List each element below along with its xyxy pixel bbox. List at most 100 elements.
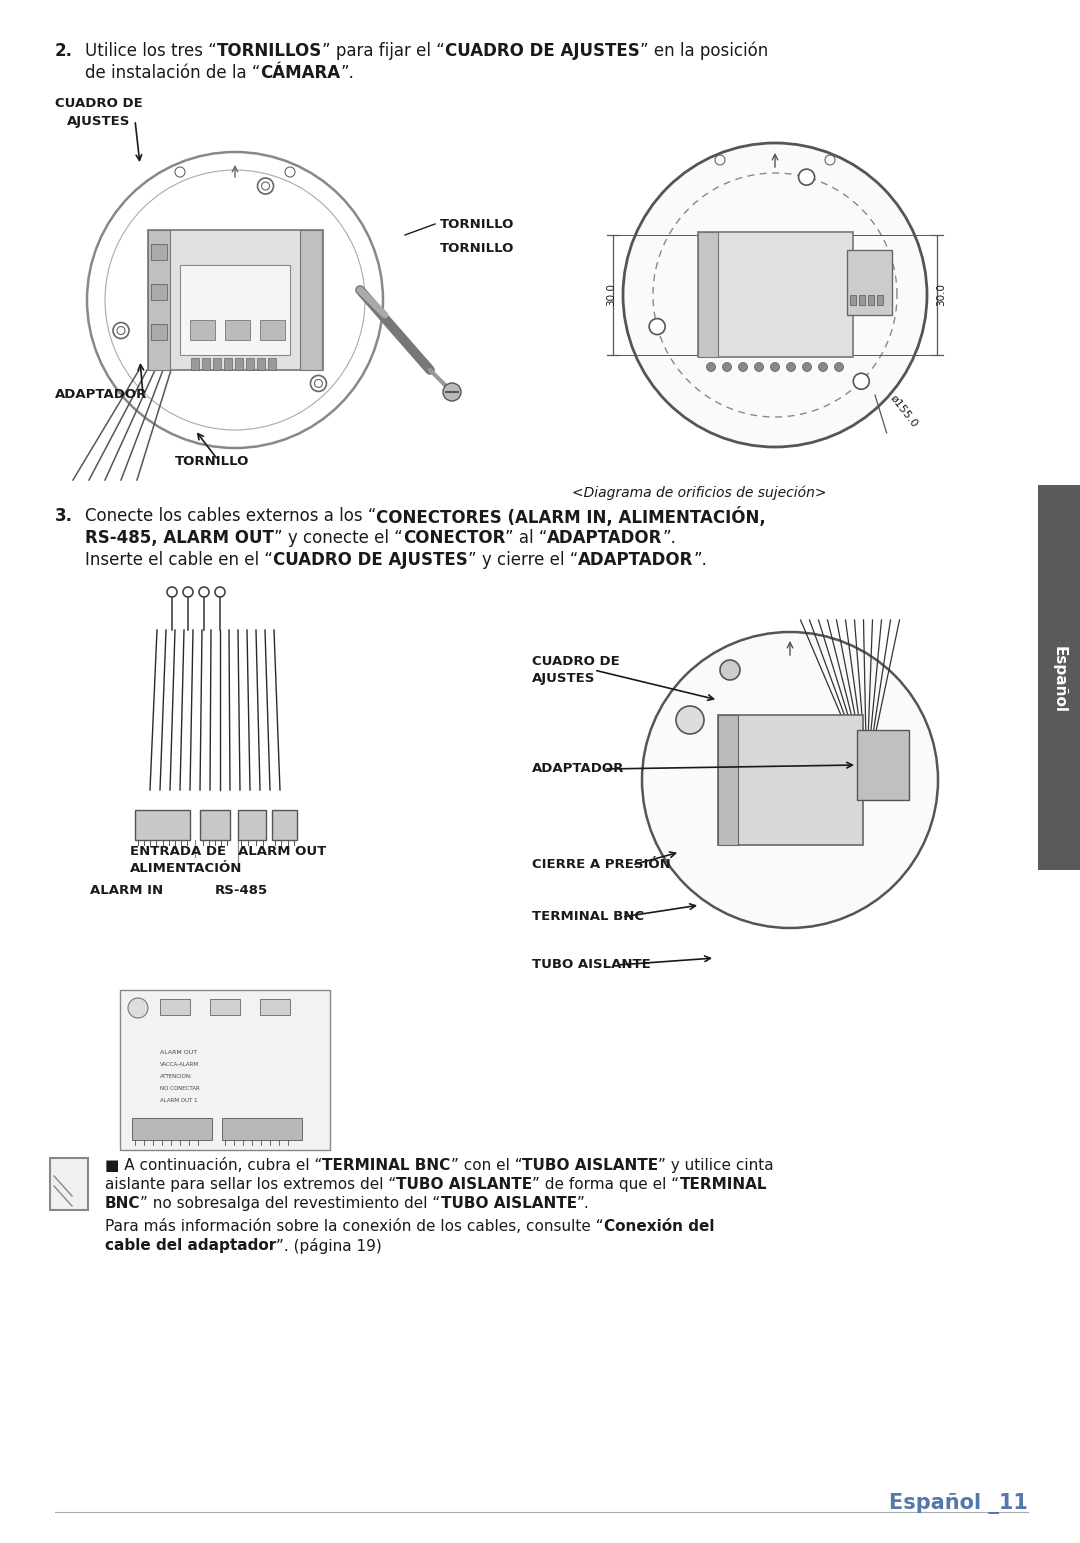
Circle shape bbox=[798, 170, 814, 185]
Bar bbox=[859, 295, 865, 306]
Text: ■ A continuación, cubra el “: ■ A continuación, cubra el “ bbox=[105, 1157, 322, 1173]
Text: ” con el “: ” con el “ bbox=[450, 1157, 523, 1173]
Bar bbox=[132, 1119, 212, 1140]
Text: Para más información sobre la conexión de los cables, consulte “: Para más información sobre la conexión d… bbox=[105, 1219, 604, 1234]
Circle shape bbox=[720, 660, 740, 680]
Bar bbox=[877, 295, 883, 306]
Text: TUBO AISLANTE: TUBO AISLANTE bbox=[441, 1196, 577, 1211]
Bar bbox=[238, 810, 266, 839]
Text: Inserte el cable en el “: Inserte el cable en el “ bbox=[85, 551, 273, 569]
Text: aislante para sellar los extremos del “: aislante para sellar los extremos del “ bbox=[105, 1177, 396, 1193]
Bar bbox=[698, 231, 853, 356]
Circle shape bbox=[739, 363, 747, 372]
Circle shape bbox=[835, 363, 843, 372]
Text: TUBO AISLANTE: TUBO AISLANTE bbox=[396, 1177, 532, 1193]
Text: 30.0: 30.0 bbox=[936, 284, 946, 307]
Bar bbox=[260, 319, 285, 339]
Bar bbox=[120, 991, 330, 1150]
Text: ADAPTADOR: ADAPTADOR bbox=[578, 551, 693, 569]
Text: ADAPTADOR: ADAPTADOR bbox=[532, 762, 624, 775]
Circle shape bbox=[310, 375, 326, 392]
Bar bbox=[190, 319, 215, 339]
Bar bbox=[202, 358, 210, 370]
Text: cable del adaptador: cable del adaptador bbox=[105, 1237, 276, 1253]
Text: ”.: ”. bbox=[340, 63, 354, 82]
Text: TORNILLO: TORNILLO bbox=[440, 242, 514, 255]
Circle shape bbox=[623, 143, 927, 447]
Circle shape bbox=[786, 363, 796, 372]
Bar bbox=[180, 265, 291, 355]
Text: ATTENCION:: ATTENCION: bbox=[160, 1074, 193, 1079]
Circle shape bbox=[642, 633, 939, 927]
Bar bbox=[225, 319, 249, 339]
Text: ” no sobresalga del revestimiento del “: ” no sobresalga del revestimiento del “ bbox=[140, 1196, 441, 1211]
Circle shape bbox=[649, 318, 665, 335]
Bar bbox=[698, 231, 718, 356]
Text: AJUSTES: AJUSTES bbox=[532, 673, 595, 685]
Circle shape bbox=[723, 363, 731, 372]
Bar bbox=[222, 1119, 302, 1140]
Text: ” al “: ” al “ bbox=[505, 529, 548, 548]
Text: ALIMENTACIÓN: ALIMENTACIÓN bbox=[130, 863, 242, 875]
Bar bbox=[257, 358, 265, 370]
Text: VACCA-ALARM: VACCA-ALARM bbox=[160, 1062, 199, 1068]
Text: 3.: 3. bbox=[55, 508, 73, 525]
Text: BNC: BNC bbox=[105, 1196, 140, 1211]
Circle shape bbox=[113, 322, 129, 338]
Text: CONECTORES (ALARM IN, ALIMENTACIÓN,: CONECTORES (ALARM IN, ALIMENTACIÓN, bbox=[376, 508, 766, 528]
Text: ” para fijar el “: ” para fijar el “ bbox=[322, 42, 445, 60]
Text: ”.: ”. bbox=[663, 529, 677, 548]
Bar bbox=[272, 810, 297, 839]
Circle shape bbox=[676, 707, 704, 734]
Text: RS-485, ALARM OUT: RS-485, ALARM OUT bbox=[85, 529, 274, 548]
Circle shape bbox=[802, 363, 811, 372]
Bar bbox=[160, 998, 190, 1015]
Text: ”. (página 19): ”. (página 19) bbox=[276, 1237, 382, 1254]
Bar bbox=[235, 358, 243, 370]
Text: TUBO AISLANTE: TUBO AISLANTE bbox=[523, 1157, 659, 1173]
Bar bbox=[191, 358, 199, 370]
Text: de instalación de la “: de instalación de la “ bbox=[85, 63, 260, 82]
Text: ALARM OUT: ALARM OUT bbox=[238, 846, 326, 858]
Text: ” y utilice cinta: ” y utilice cinta bbox=[659, 1157, 774, 1173]
Circle shape bbox=[257, 177, 273, 194]
Text: CUADRO DE AJUSTES: CUADRO DE AJUSTES bbox=[445, 42, 639, 60]
Text: NO CONECTAR: NO CONECTAR bbox=[160, 1086, 200, 1091]
Text: ALARM OUT: ALARM OUT bbox=[160, 1049, 198, 1055]
Text: 30.0: 30.0 bbox=[606, 284, 616, 307]
Bar bbox=[300, 230, 322, 370]
Text: ” y cierre el “: ” y cierre el “ bbox=[468, 551, 578, 569]
Bar bbox=[50, 1157, 87, 1210]
Text: CUADRO DE: CUADRO DE bbox=[532, 654, 620, 668]
Text: Español _11: Español _11 bbox=[889, 1494, 1028, 1514]
Bar bbox=[858, 730, 909, 799]
Text: CUADRO DE: CUADRO DE bbox=[55, 97, 143, 110]
Circle shape bbox=[770, 363, 780, 372]
Text: CUADRO DE AJUSTES: CUADRO DE AJUSTES bbox=[273, 551, 468, 569]
Text: RS-485: RS-485 bbox=[215, 884, 268, 896]
Text: TORNILLO: TORNILLO bbox=[175, 455, 249, 468]
Text: Conexión del: Conexión del bbox=[604, 1219, 714, 1234]
Bar bbox=[135, 810, 190, 839]
Text: TORNILLO: TORNILLO bbox=[440, 218, 514, 231]
Text: Conecte los cables externos a los “: Conecte los cables externos a los “ bbox=[85, 508, 376, 525]
Bar bbox=[268, 358, 276, 370]
Text: <Diagrama de orificios de sujeción>: <Diagrama de orificios de sujeción> bbox=[572, 486, 826, 500]
Text: CÁMARA: CÁMARA bbox=[260, 63, 340, 82]
Bar bbox=[224, 358, 232, 370]
Text: ALARM OUT 1: ALARM OUT 1 bbox=[160, 1099, 198, 1103]
Bar bbox=[868, 295, 874, 306]
Text: TUBO AISLANTE: TUBO AISLANTE bbox=[532, 958, 651, 971]
Bar bbox=[213, 358, 221, 370]
Text: 2.: 2. bbox=[55, 42, 73, 60]
Text: ALARM IN: ALARM IN bbox=[90, 884, 163, 896]
Circle shape bbox=[755, 363, 764, 372]
Text: CIERRE A PRESIÓN: CIERRE A PRESIÓN bbox=[532, 858, 671, 870]
Text: ENTRADA DE: ENTRADA DE bbox=[130, 846, 226, 858]
Text: ” en la posición: ” en la posición bbox=[639, 42, 768, 60]
Text: ”.: ”. bbox=[577, 1196, 590, 1211]
Text: TERMINAL BNC: TERMINAL BNC bbox=[322, 1157, 450, 1173]
Text: Utilice los tres “: Utilice los tres “ bbox=[85, 42, 217, 60]
Bar bbox=[210, 998, 240, 1015]
Bar bbox=[148, 230, 170, 370]
